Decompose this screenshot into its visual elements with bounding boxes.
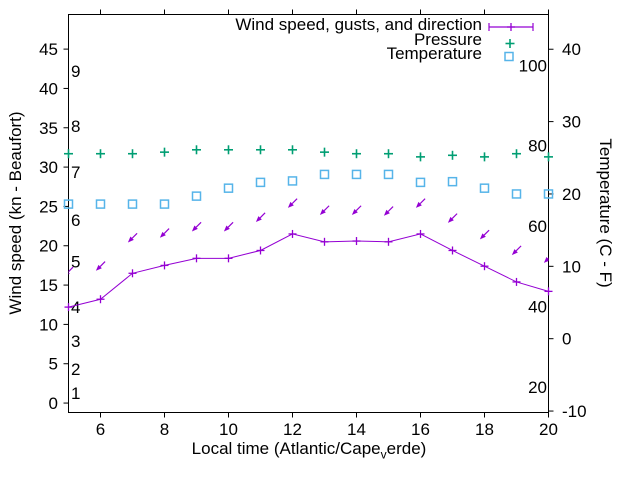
svg-text:10: 10 bbox=[39, 315, 58, 334]
svg-text:10: 10 bbox=[562, 257, 581, 276]
x-axis-label-subscript: v bbox=[380, 447, 387, 462]
svg-text:20: 20 bbox=[528, 378, 547, 397]
temperature-series bbox=[63, 169, 554, 209]
svg-text:0: 0 bbox=[49, 394, 58, 413]
plot-border bbox=[68, 14, 549, 413]
x-axis-label: Local time (Atlantic/Capeverde) bbox=[69, 439, 549, 462]
svg-text:30: 30 bbox=[39, 158, 58, 177]
svg-text:5: 5 bbox=[71, 252, 80, 271]
svg-text:16: 16 bbox=[411, 420, 430, 439]
svg-text:20: 20 bbox=[562, 185, 581, 204]
svg-text:15: 15 bbox=[39, 276, 58, 295]
svg-text:0: 0 bbox=[562, 330, 571, 349]
svg-text:40: 40 bbox=[39, 79, 58, 98]
legend-label-wind: Wind speed, gusts, and direction bbox=[235, 15, 482, 34]
x-axis-label-rest: erde) bbox=[386, 439, 427, 458]
svg-text:1: 1 bbox=[71, 384, 80, 403]
svg-text:40: 40 bbox=[528, 298, 547, 317]
svg-text:35: 35 bbox=[39, 119, 58, 138]
svg-text:7: 7 bbox=[71, 163, 80, 182]
svg-text:4: 4 bbox=[71, 298, 80, 317]
left-axis-ticks: 0 5 10 15 20 25 30 35 40 45 bbox=[39, 40, 69, 413]
legend-marker-samples bbox=[488, 23, 534, 62]
legend-label-temperature: Temperature bbox=[386, 44, 482, 63]
svg-text:8: 8 bbox=[71, 117, 80, 136]
svg-text:9: 9 bbox=[71, 62, 80, 81]
wind-speed-series bbox=[64, 229, 553, 312]
svg-text:40: 40 bbox=[562, 40, 581, 59]
svg-text:8: 8 bbox=[160, 420, 169, 439]
legend-label-pressure: Pressure bbox=[413, 30, 482, 49]
left-axis-label: Wind speed (kn - Beaufort) bbox=[6, 111, 25, 315]
svg-text:10: 10 bbox=[219, 420, 238, 439]
svg-text:20: 20 bbox=[539, 420, 558, 439]
beaufort-scale-labels: 1 2 3 4 5 6 7 8 9 bbox=[71, 62, 80, 403]
svg-text:6: 6 bbox=[96, 420, 105, 439]
right-axis-label: Temperature (C - F) bbox=[596, 138, 615, 288]
svg-text:3: 3 bbox=[71, 332, 80, 351]
svg-text:100: 100 bbox=[519, 56, 547, 75]
svg-text:6: 6 bbox=[71, 211, 80, 230]
svg-text:25: 25 bbox=[39, 197, 58, 216]
svg-text:2: 2 bbox=[71, 360, 80, 379]
svg-text:14: 14 bbox=[347, 420, 366, 439]
x-axis-label-main: Local time (Atlantic/Cape bbox=[191, 439, 381, 458]
svg-text:60: 60 bbox=[528, 217, 547, 236]
svg-text:30: 30 bbox=[562, 113, 581, 132]
svg-text:18: 18 bbox=[475, 420, 494, 439]
fahrenheit-scale-labels: 20 40 60 80 100 bbox=[519, 56, 547, 397]
x-axis-ticks: 6 8 10 12 14 16 18 20 bbox=[96, 9, 558, 439]
svg-text:80: 80 bbox=[528, 137, 547, 156]
wind-direction-arrows bbox=[68, 198, 549, 275]
svg-text:20: 20 bbox=[39, 237, 58, 256]
svg-text:12: 12 bbox=[283, 420, 302, 439]
pressure-series bbox=[64, 145, 553, 162]
svg-text:45: 45 bbox=[39, 40, 58, 59]
svg-text:5: 5 bbox=[49, 355, 58, 374]
svg-text:-10: -10 bbox=[562, 402, 587, 421]
right-axis-ticks: -10 0 10 20 30 40 bbox=[548, 40, 587, 421]
